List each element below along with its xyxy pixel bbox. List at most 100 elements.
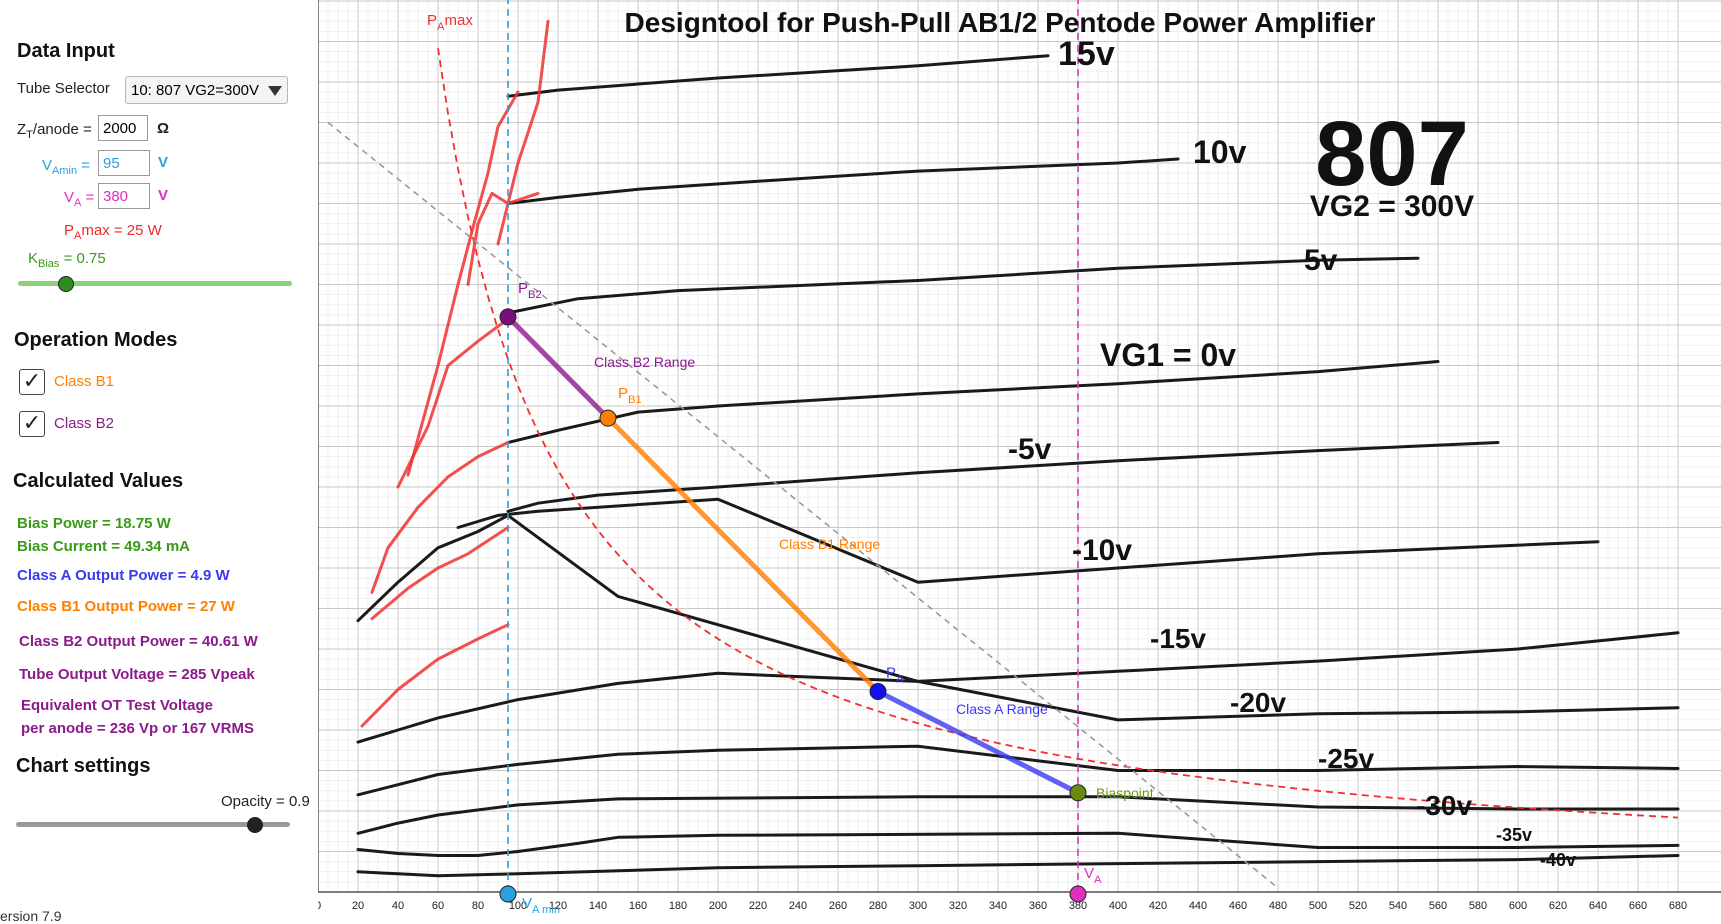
plate-curve (356, 671, 1680, 744)
x-tick-label: 500 (1309, 900, 1327, 912)
plate-curve (506, 441, 1500, 513)
x-tick-label: 120 (549, 900, 567, 912)
plate-curve (356, 831, 1680, 857)
class-a-range-label: Class A Range (956, 701, 1048, 717)
va-axis-label: VA (1084, 865, 1102, 886)
plate-curve (456, 497, 1600, 584)
curve-label: -20v (1230, 687, 1286, 718)
tube-selector-value: 10: 807 VG2=300V (131, 82, 260, 99)
x-tick-label: 280 (869, 900, 887, 912)
chart-settings-heading: Chart settings (16, 755, 151, 777)
biaspoint-label: Biaspoint (1096, 785, 1154, 801)
pb1-label: PB1 (618, 385, 642, 406)
x-tick-label: 320 (949, 900, 967, 912)
ot-test-voltage-line1: Equivalent OT Test Voltage (21, 697, 213, 714)
opacity-slider-handle[interactable] (246, 817, 263, 833)
curve-label: 5v (1304, 244, 1338, 277)
chevron-down-icon (268, 86, 282, 96)
x-tick-label: 240 (789, 900, 807, 912)
class-b2-output-value: Class B2 Output Power = 40.61 W (19, 633, 258, 650)
vamin-input[interactable] (98, 150, 150, 176)
x-tick-label: 360 (1029, 900, 1047, 912)
opacity-slider[interactable] (16, 822, 290, 827)
kbias-slider[interactable] (18, 281, 292, 286)
x-tick-label: 460 (1229, 900, 1247, 912)
tube-vg2: VG2 = 300V (1310, 190, 1474, 223)
x-tick-label: 640 (1589, 900, 1607, 912)
vamin-unit: V (158, 154, 169, 171)
class-b2-checkbox[interactable]: ✓ (19, 411, 45, 437)
x-tick-label: 60 (432, 900, 444, 912)
ot-test-voltage-line2: per anode = 236 Vp or 167 VRMS (21, 720, 255, 737)
grid-current-curve (360, 623, 510, 728)
x-tick-label: 520 (1349, 900, 1367, 912)
x-tick-label: 160 (629, 900, 647, 912)
full-load-line (327, 121, 1279, 889)
x-tick-label: 80 (472, 900, 484, 912)
plate-curve (506, 54, 1050, 98)
x-tick-label: 600 (1509, 900, 1527, 912)
calculated-values-heading: Calculated Values (13, 470, 184, 492)
x-tick-label: 20 (352, 900, 364, 912)
curve-label: -15v (1150, 623, 1206, 654)
chart-axes: 0 20 40 60 80 100 120 140 160 180 200 220 240 260 280 3… (318, 0, 1721, 912)
grid-current-curve (466, 191, 540, 286)
x-tick-label: 40 (392, 900, 404, 912)
class-b1-label: Class B1 (54, 373, 115, 390)
class-b2-label: Class B2 (54, 415, 115, 432)
x-tick-label: 400 (1109, 900, 1127, 912)
operation-modes-heading: Operation Modes (14, 329, 178, 351)
class-a-load-line (875, 689, 1081, 796)
class-b1-checkbox[interactable]: ✓ (19, 369, 45, 395)
pmax-hyperbola (437, 48, 1679, 819)
curve-label: -40v (1540, 850, 1576, 870)
chart-overlays (327, 0, 1679, 903)
operating-point (499, 308, 517, 326)
plate-curves-chart: 0 20 40 60 80 100 120 140 160 180 200 220 240 260 280 3… (318, 0, 1721, 916)
va-unit: V (158, 187, 169, 204)
grid-current-curve (406, 90, 520, 477)
x-tick-label: 380 (1069, 900, 1087, 912)
x-tick-label: 140 (589, 900, 607, 912)
chart-labels: Designtool for Push-Pull AB1/2 Pentode P… (427, 7, 1576, 916)
zt-unit: Ω (157, 120, 170, 137)
zt-input[interactable] (98, 115, 148, 141)
class-a-output-value: Class A Output Power = 4.9 W (17, 567, 230, 584)
kbias-slider-handle[interactable] (58, 276, 74, 292)
curve-label: VG1 = 0v (1100, 337, 1236, 373)
pmax-label: PAmax (427, 12, 473, 33)
class-b2-load-line (505, 314, 611, 421)
x-tick-label: 420 (1149, 900, 1167, 912)
kbias-label: KBias = 0.75 (28, 250, 106, 270)
class-b1-range-label: Class B1 Range (779, 536, 880, 552)
x-tick-label: 580 (1469, 900, 1487, 912)
curve-label: -30v (1416, 790, 1472, 821)
curve-label: 15v (1058, 35, 1115, 73)
opacity-label: Opacity = 0.9 (221, 793, 310, 810)
curve-label: -5v (1008, 433, 1052, 466)
va-point (1069, 885, 1087, 903)
data-input-heading: Data Input (17, 40, 115, 62)
plate-curve (506, 256, 1420, 315)
vamin-point (499, 885, 517, 903)
x-tick-label: 680 (1669, 900, 1687, 912)
plate-curve (356, 795, 1680, 835)
plate-curve (506, 360, 1440, 444)
curve-label: -10v (1072, 534, 1132, 567)
plate-curve (356, 744, 1680, 797)
sidebar: Data Input Tube Selector 10: 807 VG2=300… (0, 0, 318, 924)
tube-selector-dropdown[interactable]: 10: 807 VG2=300V (125, 76, 288, 104)
bias-current-value: Bias Current = 49.34 mA (17, 538, 190, 555)
x-tick-label: 300 (909, 900, 927, 912)
x-tick-label: 540 (1389, 900, 1407, 912)
x-tick-label: 0 (318, 900, 321, 912)
x-tick-label: 200 (709, 900, 727, 912)
class-b1-load-line (605, 415, 881, 695)
x-tick-label: 620 (1549, 900, 1567, 912)
pamax-label: PAmax = 25 W (64, 222, 162, 242)
tube-selector-label: Tube Selector (17, 80, 110, 97)
grid-current-curve (370, 441, 510, 594)
va-input[interactable] (98, 183, 150, 209)
curve-label: -25v (1318, 743, 1374, 774)
x-tick-label: 440 (1189, 900, 1207, 912)
